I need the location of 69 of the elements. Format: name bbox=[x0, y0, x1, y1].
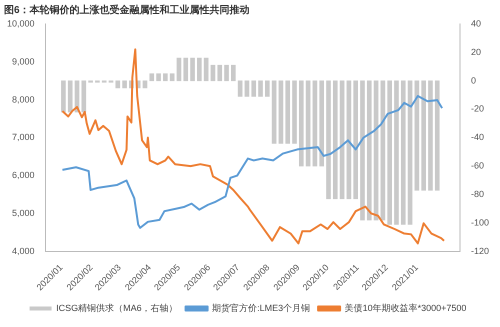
bar bbox=[332, 80, 338, 200]
bar bbox=[387, 80, 392, 225]
y2-tick-label: 20 bbox=[470, 46, 481, 57]
bar bbox=[197, 58, 202, 82]
bar bbox=[360, 80, 365, 220]
bar bbox=[340, 80, 344, 200]
bar bbox=[217, 64, 222, 82]
bar bbox=[115, 80, 120, 88]
bar bbox=[224, 64, 229, 82]
bar bbox=[68, 80, 73, 112]
bar bbox=[231, 64, 236, 82]
bar bbox=[183, 58, 188, 82]
bar bbox=[264, 80, 270, 97]
y-tick-label: 5,000 bbox=[12, 208, 35, 218]
bar bbox=[408, 80, 412, 225]
bar bbox=[251, 80, 256, 97]
y-tick-label: 6,000 bbox=[12, 170, 35, 180]
bar bbox=[122, 80, 127, 88]
bar bbox=[163, 73, 168, 82]
y2-tick-label: -120 bbox=[470, 246, 489, 256]
y-tick-label: 10,000 bbox=[6, 18, 35, 28]
bar bbox=[414, 80, 420, 191]
bar bbox=[380, 80, 386, 220]
y2-tick-label: -100 bbox=[470, 217, 489, 228]
bar bbox=[244, 80, 250, 97]
bar bbox=[353, 80, 358, 200]
bar bbox=[170, 73, 174, 82]
bar bbox=[190, 58, 195, 82]
y2-tick-label: -40 bbox=[470, 132, 484, 142]
bar bbox=[428, 80, 433, 191]
bar bbox=[176, 58, 182, 82]
bar bbox=[366, 80, 372, 220]
bar bbox=[210, 64, 216, 82]
bar bbox=[61, 80, 66, 112]
bar bbox=[346, 80, 352, 200]
legend-label: 美债10年期收益率*3000+7500 bbox=[344, 302, 466, 313]
y2-tick-label: -20 bbox=[470, 104, 484, 114]
bar bbox=[326, 80, 331, 200]
bar bbox=[319, 80, 324, 166]
bar bbox=[434, 80, 440, 191]
bar bbox=[394, 80, 399, 225]
bar bbox=[292, 80, 297, 144]
bar bbox=[81, 80, 86, 112]
bar bbox=[204, 58, 208, 82]
y2-tick-label: -80 bbox=[470, 189, 484, 200]
bar bbox=[298, 80, 304, 166]
bar bbox=[238, 80, 242, 97]
bar bbox=[421, 80, 426, 191]
y-tick-label: 9,000 bbox=[12, 56, 35, 66]
bar bbox=[312, 80, 318, 166]
bar bbox=[149, 73, 154, 82]
legend-label: 期货官方价:LME3个月铜 bbox=[212, 302, 310, 313]
y2-tick-label: -60 bbox=[470, 160, 484, 171]
y-tick-label: 7,000 bbox=[12, 132, 35, 142]
bar bbox=[400, 80, 406, 225]
bar bbox=[258, 80, 263, 97]
y2-tick-label: 0 bbox=[470, 75, 476, 86]
bar bbox=[278, 80, 284, 144]
legend-label: ICSG精铜供求（MA6，右轴） bbox=[56, 302, 178, 313]
bar bbox=[156, 73, 161, 82]
y2-tick-label: 40 bbox=[470, 18, 481, 28]
y-tick-label: 8,000 bbox=[12, 94, 35, 104]
bar bbox=[142, 80, 148, 88]
bar bbox=[306, 80, 310, 166]
bar bbox=[285, 80, 290, 144]
chart-title: 图6：本轮铜价的上涨也受金融属性和工业属性共同推动 bbox=[4, 4, 250, 16]
bar bbox=[272, 80, 276, 144]
y-tick-label: 4,000 bbox=[12, 246, 35, 256]
bar bbox=[374, 80, 378, 220]
